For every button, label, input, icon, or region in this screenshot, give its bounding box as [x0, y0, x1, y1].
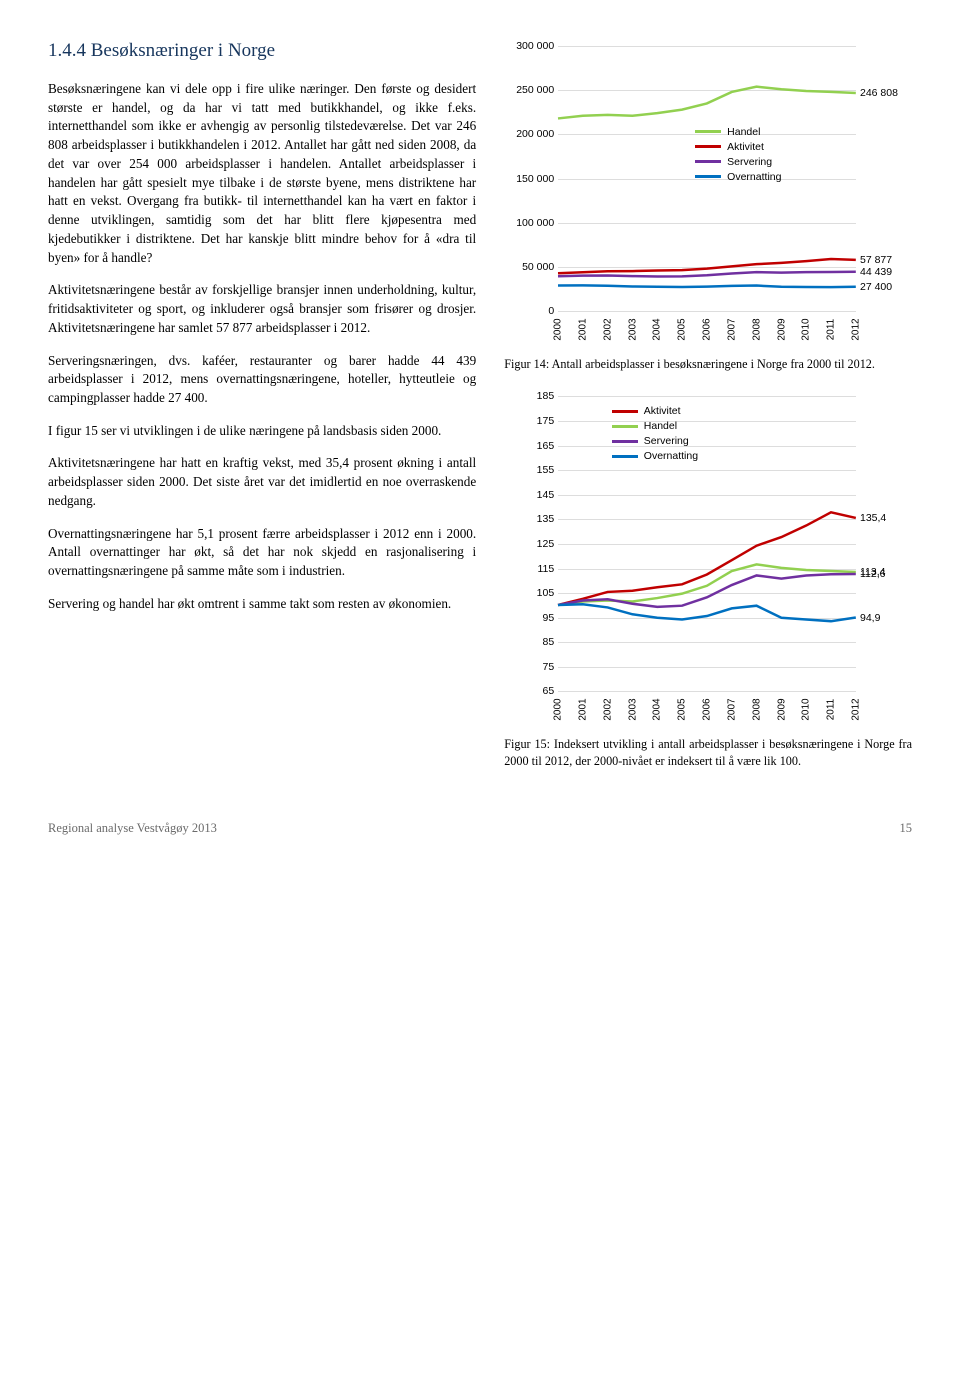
legend-swatch [695, 175, 721, 178]
left-column: 1.4.4 Besøksnæringer i Norge Besøksnærin… [48, 40, 476, 787]
x-axis-label: 2007 [726, 318, 737, 340]
gridline [558, 311, 856, 312]
y-axis-label: 145 [504, 489, 554, 501]
section-heading: 1.4.4 Besøksnæringer i Norge [48, 40, 476, 62]
legend-item: Servering [612, 435, 698, 447]
y-axis-label: 250 000 [504, 84, 554, 96]
x-axis-label: 2011 [826, 699, 837, 721]
y-axis-label: 135 [504, 513, 554, 525]
series-end-label: 94,9 [860, 612, 912, 624]
x-axis-label: 2003 [627, 699, 638, 721]
para-1: Besøksnæringene kan vi dele opp i fire u… [48, 80, 476, 267]
figure-15-caption: Figur 15: Indeksert utvikling i antall a… [504, 736, 912, 769]
para-6: Overnattingsnæringene har 5,1 prosent fæ… [48, 525, 476, 581]
footer-left: Regional analyse Vestvågøy 2013 [48, 821, 217, 836]
legend-label: Aktivitet [644, 405, 681, 417]
x-axis-label: 2004 [652, 699, 663, 721]
x-axis-label: 2010 [801, 318, 812, 340]
x-axis-label: 2012 [851, 318, 862, 340]
legend-swatch [612, 440, 638, 443]
y-axis-label: 105 [504, 587, 554, 599]
figure-14-caption: Figur 14: Antall arbeidsplasser i besøks… [504, 356, 912, 372]
legend-label: Handel [644, 420, 677, 432]
para-5: Aktivitetsnæringene har hatt en kraftig … [48, 454, 476, 510]
chart-legend: Aktivitet Handel Servering Overnatting [612, 405, 698, 465]
legend-label: Overnatting [644, 450, 698, 462]
y-axis-label: 75 [504, 661, 554, 673]
legend-swatch [612, 425, 638, 428]
x-axis-label: 2010 [801, 699, 812, 721]
y-axis-label: 200 000 [504, 128, 554, 140]
y-axis-label: 95 [504, 612, 554, 624]
legend-swatch [612, 455, 638, 458]
series-end-label: 27 400 [860, 281, 912, 293]
x-axis-label: 2001 [578, 699, 589, 721]
legend-swatch [695, 145, 721, 148]
y-axis-label: 50 000 [504, 261, 554, 273]
legend-swatch [695, 160, 721, 163]
legend-item: Handel [612, 420, 698, 432]
para-3: Serveringsnæringen, dvs. kaféer, restaur… [48, 352, 476, 408]
y-axis-label: 0 [504, 305, 554, 317]
legend-swatch [612, 410, 638, 413]
x-axis-label: 2006 [702, 699, 713, 721]
figure-15-chart: 65 75 85 95 105 115 125 135 145 155 165 175 185 2000 2… [504, 390, 912, 730]
x-axis-label: 2005 [677, 318, 688, 340]
y-axis-label: 155 [504, 464, 554, 476]
x-axis-label: 2005 [677, 699, 688, 721]
x-axis-label: 2004 [652, 318, 663, 340]
x-axis-label: 2000 [553, 699, 564, 721]
y-axis-label: 165 [504, 440, 554, 452]
para-7: Servering og handel har økt omtrent i sa… [48, 595, 476, 614]
y-axis-label: 175 [504, 415, 554, 427]
y-axis-label: 65 [504, 685, 554, 697]
footer-right: 15 [900, 821, 913, 836]
legend-item: Overnatting [612, 450, 698, 462]
x-axis-label: 2009 [776, 318, 787, 340]
para-4: I figur 15 ser vi utviklingen i de ulike… [48, 422, 476, 441]
legend-item: Servering [695, 156, 781, 168]
x-axis-label: 2000 [553, 318, 564, 340]
figure-14-chart: 0 50 000 100 000 150 000 200 000 250 000 300 0… [504, 40, 912, 350]
y-axis-label: 125 [504, 538, 554, 550]
legend-label: Servering [644, 435, 689, 447]
legend-item: Aktivitet [612, 405, 698, 417]
y-axis-label: 150 000 [504, 173, 554, 185]
legend-label: Servering [727, 156, 772, 168]
legend-item: Handel [695, 126, 781, 138]
right-column: 0 50 000 100 000 150 000 200 000 250 000 300 0… [504, 40, 912, 787]
x-axis-label: 2003 [627, 318, 638, 340]
series-end-label: 112,6 [860, 568, 912, 580]
x-axis-label: 2012 [851, 699, 862, 721]
series-end-label: 135,4 [860, 512, 912, 524]
y-axis-label: 100 000 [504, 217, 554, 229]
chart-legend: Handel Aktivitet Servering Overnatting [695, 126, 781, 186]
page-footer: Regional analyse Vestvågøy 2013 15 [48, 815, 912, 836]
legend-item: Aktivitet [695, 141, 781, 153]
x-axis-label: 2006 [702, 318, 713, 340]
y-axis-label: 85 [504, 636, 554, 648]
y-axis-label: 115 [504, 563, 554, 575]
x-axis-label: 2001 [578, 318, 589, 340]
series-end-label: 246 808 [860, 87, 912, 99]
x-axis-label: 2011 [826, 319, 837, 341]
legend-label: Handel [727, 126, 760, 138]
x-axis-label: 2008 [751, 318, 762, 340]
x-axis-label: 2002 [602, 699, 613, 721]
legend-item: Overnatting [695, 171, 781, 183]
x-axis-label: 2008 [751, 699, 762, 721]
legend-swatch [695, 130, 721, 133]
series-end-label: 57 877 [860, 254, 912, 266]
para-2: Aktivitetsnæringene består av forskjelli… [48, 281, 476, 337]
legend-label: Overnatting [727, 171, 781, 183]
gridline [558, 691, 856, 692]
legend-label: Aktivitet [727, 141, 764, 153]
y-axis-label: 185 [504, 390, 554, 402]
x-axis-label: 2009 [776, 699, 787, 721]
y-axis-label: 300 000 [504, 40, 554, 52]
series-end-label: 44 439 [860, 266, 912, 278]
x-axis-label: 2007 [726, 699, 737, 721]
x-axis-label: 2002 [602, 318, 613, 340]
